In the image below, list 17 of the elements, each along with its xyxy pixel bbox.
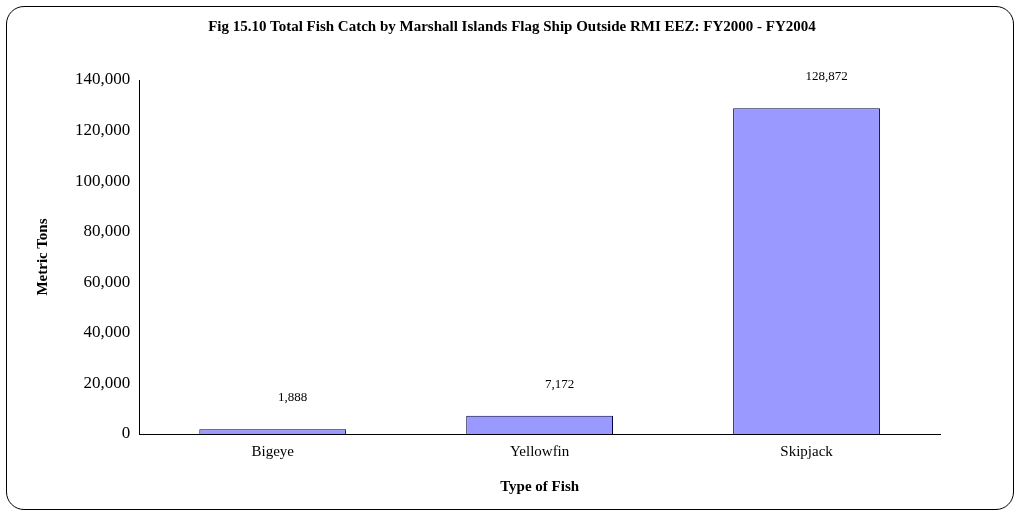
y-tick-label: 120,000 <box>75 120 131 140</box>
y-tick-label: 100,000 <box>75 170 131 190</box>
x-tick-label: Bigeye <box>251 442 295 459</box>
y-tick-label: 40,000 <box>83 322 131 342</box>
y-tick-label: 60,000 <box>83 271 131 291</box>
data-label: 1,888 <box>278 389 308 405</box>
data-label: 128,872 <box>805 68 848 84</box>
y-tick-label: 80,000 <box>83 221 131 241</box>
x-tick-label: Skipjack <box>780 442 834 459</box>
data-label: 7,172 <box>545 375 575 391</box>
chart-title: Fig 15.10 Total Fish Catch by Marshall Islands Flag Ship Outside RMI EEZ: FY2000 - FY2004 <box>207 17 817 36</box>
y-tick-label: 0 <box>121 423 131 443</box>
y-tick-label: 140,000 <box>75 69 131 89</box>
x-axis-title: Type of Fish <box>500 477 580 494</box>
x-tick-label: Yellowfin <box>509 442 570 459</box>
y-axis-title: Metric Tons <box>33 218 50 296</box>
y-tick-label: 20,000 <box>83 372 131 392</box>
